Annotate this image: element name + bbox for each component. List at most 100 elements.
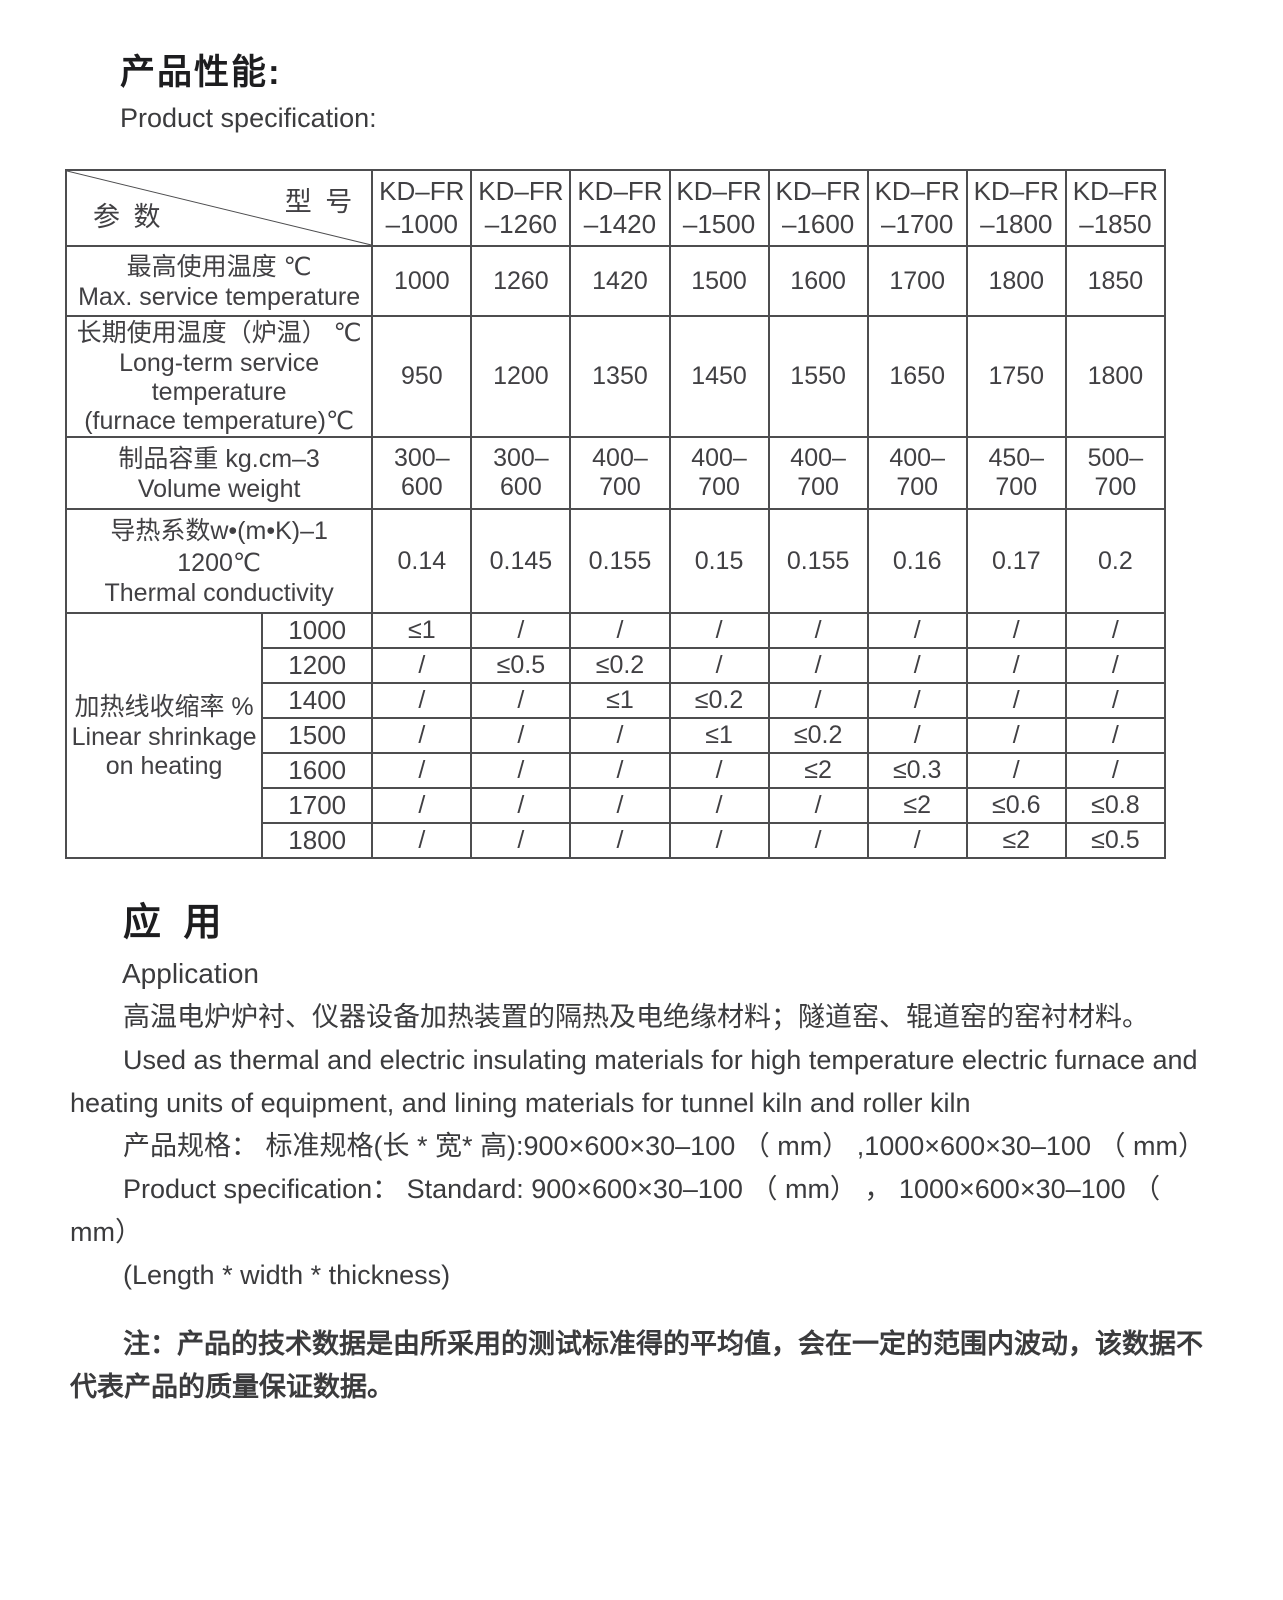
model-header: KD–FR –1600 — [767, 169, 869, 247]
shrinkage-temp-cell: 1400 — [261, 682, 374, 719]
data-cell: / — [965, 682, 1067, 719]
data-cell: 500–700 — [1064, 436, 1167, 510]
data-cell: / — [470, 752, 572, 789]
data-cell: / — [767, 822, 869, 859]
data-cell: 0.16 — [866, 508, 968, 614]
param-label-en: Thermal conductivity — [104, 578, 334, 607]
page-title: 产品性能: — [120, 53, 282, 92]
data-cell: 400–700 — [668, 436, 770, 510]
data-cell: / — [569, 787, 671, 824]
data-cell: / — [470, 717, 572, 754]
data-cell: / — [767, 612, 869, 649]
data-cell: 1850 — [1064, 245, 1167, 317]
data-cell: / — [866, 822, 968, 859]
data-cell: / — [1064, 682, 1167, 719]
shrinkage-temp-cell: 1000 — [261, 612, 374, 649]
data-cell: ≤0.5 — [470, 647, 572, 684]
param-label-en: Linear shrinkage on heating — [71, 722, 257, 780]
data-cell: / — [866, 612, 968, 649]
table-header-row: 型 号 参 数 KD–FR –1000 KD–FR –1260 KD–FR –1… — [64, 169, 1167, 247]
data-cell: / — [371, 787, 473, 824]
param-label-en: Long-term service temperature (furnace t… — [84, 349, 355, 435]
param-label-zh: 加热线收缩率 % — [74, 692, 254, 721]
spec-paragraph-zh: 产品规格： 标准规格(长 * 宽* 高):900×600×30–100 （ mm… — [123, 1131, 1205, 1161]
data-cell: ≤0.3 — [866, 752, 968, 789]
param-label-zh: 导热系数w•(m•K)–1 1200℃ — [110, 516, 335, 577]
shrinkage-temp-cell: 1800 — [261, 822, 374, 859]
table-row: 1400 / / ≤1 ≤0.2 / / / / — [66, 682, 1167, 719]
data-cell: ≤0.2 — [767, 717, 869, 754]
shrinkage-temp-cell: 1600 — [261, 752, 374, 789]
data-cell: 950 — [371, 315, 473, 438]
param-label-cell: 制品容重 kg.cm–3 Volume weight — [64, 436, 374, 510]
data-cell: / — [569, 822, 671, 859]
data-cell: 1650 — [866, 315, 968, 438]
data-cell: / — [965, 647, 1067, 684]
data-cell: ≤2 — [767, 752, 869, 789]
application-heading-zh: 应 用 — [123, 902, 228, 944]
table-row: 1600 / / / / ≤2 ≤0.3 / / — [66, 752, 1167, 789]
model-header: KD–FR –1260 — [470, 169, 572, 247]
model-header: KD–FR –1500 — [668, 169, 770, 247]
data-cell: 1600 — [767, 245, 869, 317]
table-row: 导热系数w•(m•K)–1 1200℃ Thermal conductivity… — [64, 508, 1167, 614]
data-cell: / — [569, 612, 671, 649]
data-cell: 1700 — [866, 245, 968, 317]
data-cell: ≤2 — [965, 822, 1067, 859]
data-cell: ≤1 — [569, 682, 671, 719]
param-label-cell: 最高使用温度 ℃ Max. service temperature — [64, 245, 374, 317]
data-cell: / — [470, 822, 572, 859]
table-row: 1500 / / / ≤1 ≤0.2 / / / — [66, 717, 1167, 754]
data-cell: / — [569, 752, 671, 789]
data-cell: / — [767, 682, 869, 719]
application-paragraph-zh: 高温电炉炉衬、仪器设备加热装置的隔热及电绝缘材料；隧道窑、辊道窑的窑衬材料。 — [123, 1002, 1149, 1032]
table-row: 1700 / / / / / ≤2 ≤0.6 ≤0.8 — [66, 787, 1167, 824]
data-cell: 1350 — [569, 315, 671, 438]
dimensions-note: (Length * width * thickness) — [123, 1260, 451, 1290]
data-cell: ≤0.8 — [1064, 787, 1167, 824]
table-row: 1200 / ≤0.5 ≤0.2 / / / / / — [66, 647, 1167, 684]
data-cell: / — [1064, 647, 1167, 684]
table-row: 长期使用温度（炉温） ℃ Long-term service temperatu… — [64, 315, 1167, 438]
diagonal-divider-line — [67, 171, 371, 245]
data-cell: 300–600 — [470, 436, 572, 510]
data-cell: 1800 — [965, 245, 1067, 317]
data-cell: / — [767, 787, 869, 824]
spec-paragraph-en: Product specification： Standard: 900×600… — [70, 1174, 1161, 1247]
param-label-zh: 长期使用温度（炉温） ℃ — [76, 319, 362, 347]
data-cell: 1750 — [965, 315, 1067, 438]
data-cell: 1200 — [470, 315, 572, 438]
data-cell: / — [569, 717, 671, 754]
corner-label-model: 型 号 — [284, 187, 356, 217]
corner-label-param: 参 数 — [93, 202, 164, 232]
data-cell: 0.155 — [569, 508, 671, 614]
data-cell: / — [371, 682, 473, 719]
data-cell: 1550 — [767, 315, 869, 438]
shrinkage-temp-cell: 1500 — [261, 717, 374, 754]
product-spec-table: 型 号 参 数 KD–FR –1000 KD–FR –1260 KD–FR –1… — [64, 169, 1167, 859]
table-row: 加热线收缩率 % Linear shrinkage on heating 100… — [64, 612, 1167, 859]
data-cell: 450–700 — [965, 436, 1067, 510]
data-cell: / — [668, 822, 770, 859]
data-cell: 1260 — [470, 245, 572, 317]
data-cell: / — [965, 717, 1067, 754]
data-cell: 0.17 — [965, 508, 1067, 614]
application-heading-en: Application — [122, 958, 259, 989]
data-cell: / — [371, 717, 473, 754]
data-cell: / — [866, 682, 968, 719]
data-cell: 1000 — [371, 245, 473, 317]
data-cell: 400–700 — [866, 436, 968, 510]
data-cell: 0.15 — [668, 508, 770, 614]
data-cell: ≤1 — [371, 612, 473, 649]
data-cell: / — [470, 682, 572, 719]
param-label-en: Max. service temperature — [78, 282, 361, 311]
param-label-en: Volume weight — [137, 474, 301, 503]
data-cell: 1420 — [569, 245, 671, 317]
data-cell: / — [1064, 752, 1167, 789]
model-header: KD–FR –1420 — [569, 169, 671, 247]
table-row: 1800 / / / / / / ≤2 ≤0.5 — [66, 822, 1167, 859]
data-cell: ≤0.5 — [1064, 822, 1167, 859]
data-cell: / — [965, 752, 1067, 789]
table-row: 制品容重 kg.cm–3 Volume weight 300–600 300–6… — [64, 436, 1167, 510]
